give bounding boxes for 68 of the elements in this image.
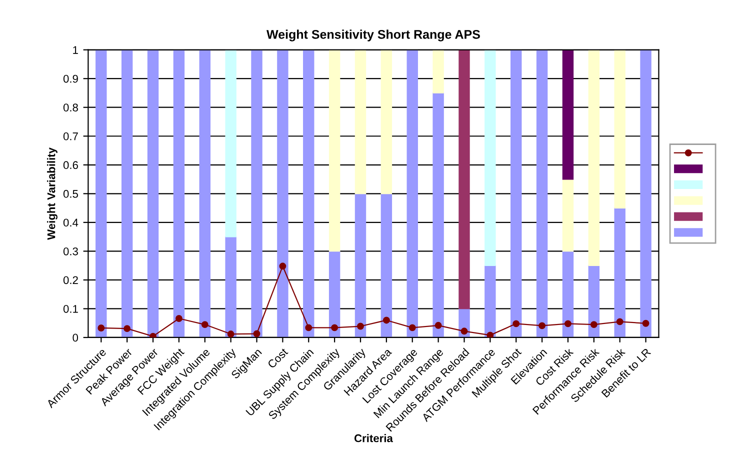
point [616,318,624,326]
point [124,325,131,332]
y-tick-label: 0.2 [63,276,78,284]
x-axis-title: Criteria [354,434,393,442]
point [564,320,572,328]
bar [536,50,548,338]
bar [432,50,444,94]
bar [640,50,652,338]
bar [96,50,107,338]
bar [251,50,262,338]
y-axis-title: Weight Variability [47,148,58,240]
point [486,332,494,338]
bar [458,50,470,310]
bar [406,50,418,338]
point [408,324,416,332]
y-tick-label: 0.3 [63,247,78,256]
point [175,315,182,322]
bar [303,50,314,338]
point [305,324,312,332]
bar [354,50,366,194]
bar [614,208,626,338]
bar [354,193,366,338]
bar [199,50,210,338]
bar [173,50,185,338]
chart-title: Weight Sensitivity Short Range APS [266,30,480,42]
y-tick-label: 0.1 [63,304,78,313]
point [460,328,468,335]
bar [225,236,236,338]
bar [510,50,522,338]
point [201,321,208,328]
bar [121,50,133,338]
point [434,322,442,329]
point [590,321,598,328]
y-tick-label: 0.7 [63,132,78,140]
y-tick-label: 0.9 [63,74,78,83]
bar [562,250,574,338]
bar [562,50,574,180]
bar [614,50,626,208]
point [150,332,156,338]
point [331,324,338,332]
bar [562,178,574,252]
point [382,316,390,324]
point [538,322,546,330]
point [512,320,520,328]
y-tick-label: 0.8 [63,104,78,112]
point [279,262,286,270]
bar [147,50,159,338]
bar [588,50,600,266]
bar [432,92,444,338]
point [98,324,105,332]
point [227,330,234,338]
bar [225,50,236,238]
bar [328,250,340,338]
y-tick-label: 0.5 [63,190,78,198]
bar [484,265,496,338]
bar [380,50,392,194]
bar [484,50,496,266]
bar [277,50,288,338]
bar [380,193,392,338]
point [642,320,650,327]
y-tick-label: 0.4 [63,218,78,227]
bar [588,265,600,338]
y-tick-label: 0.6 [63,161,78,170]
point [253,330,260,338]
bar [328,50,340,252]
point [357,322,364,330]
y-tick-label: 0 [72,334,78,342]
y-tick-label: 1 [73,46,78,54]
